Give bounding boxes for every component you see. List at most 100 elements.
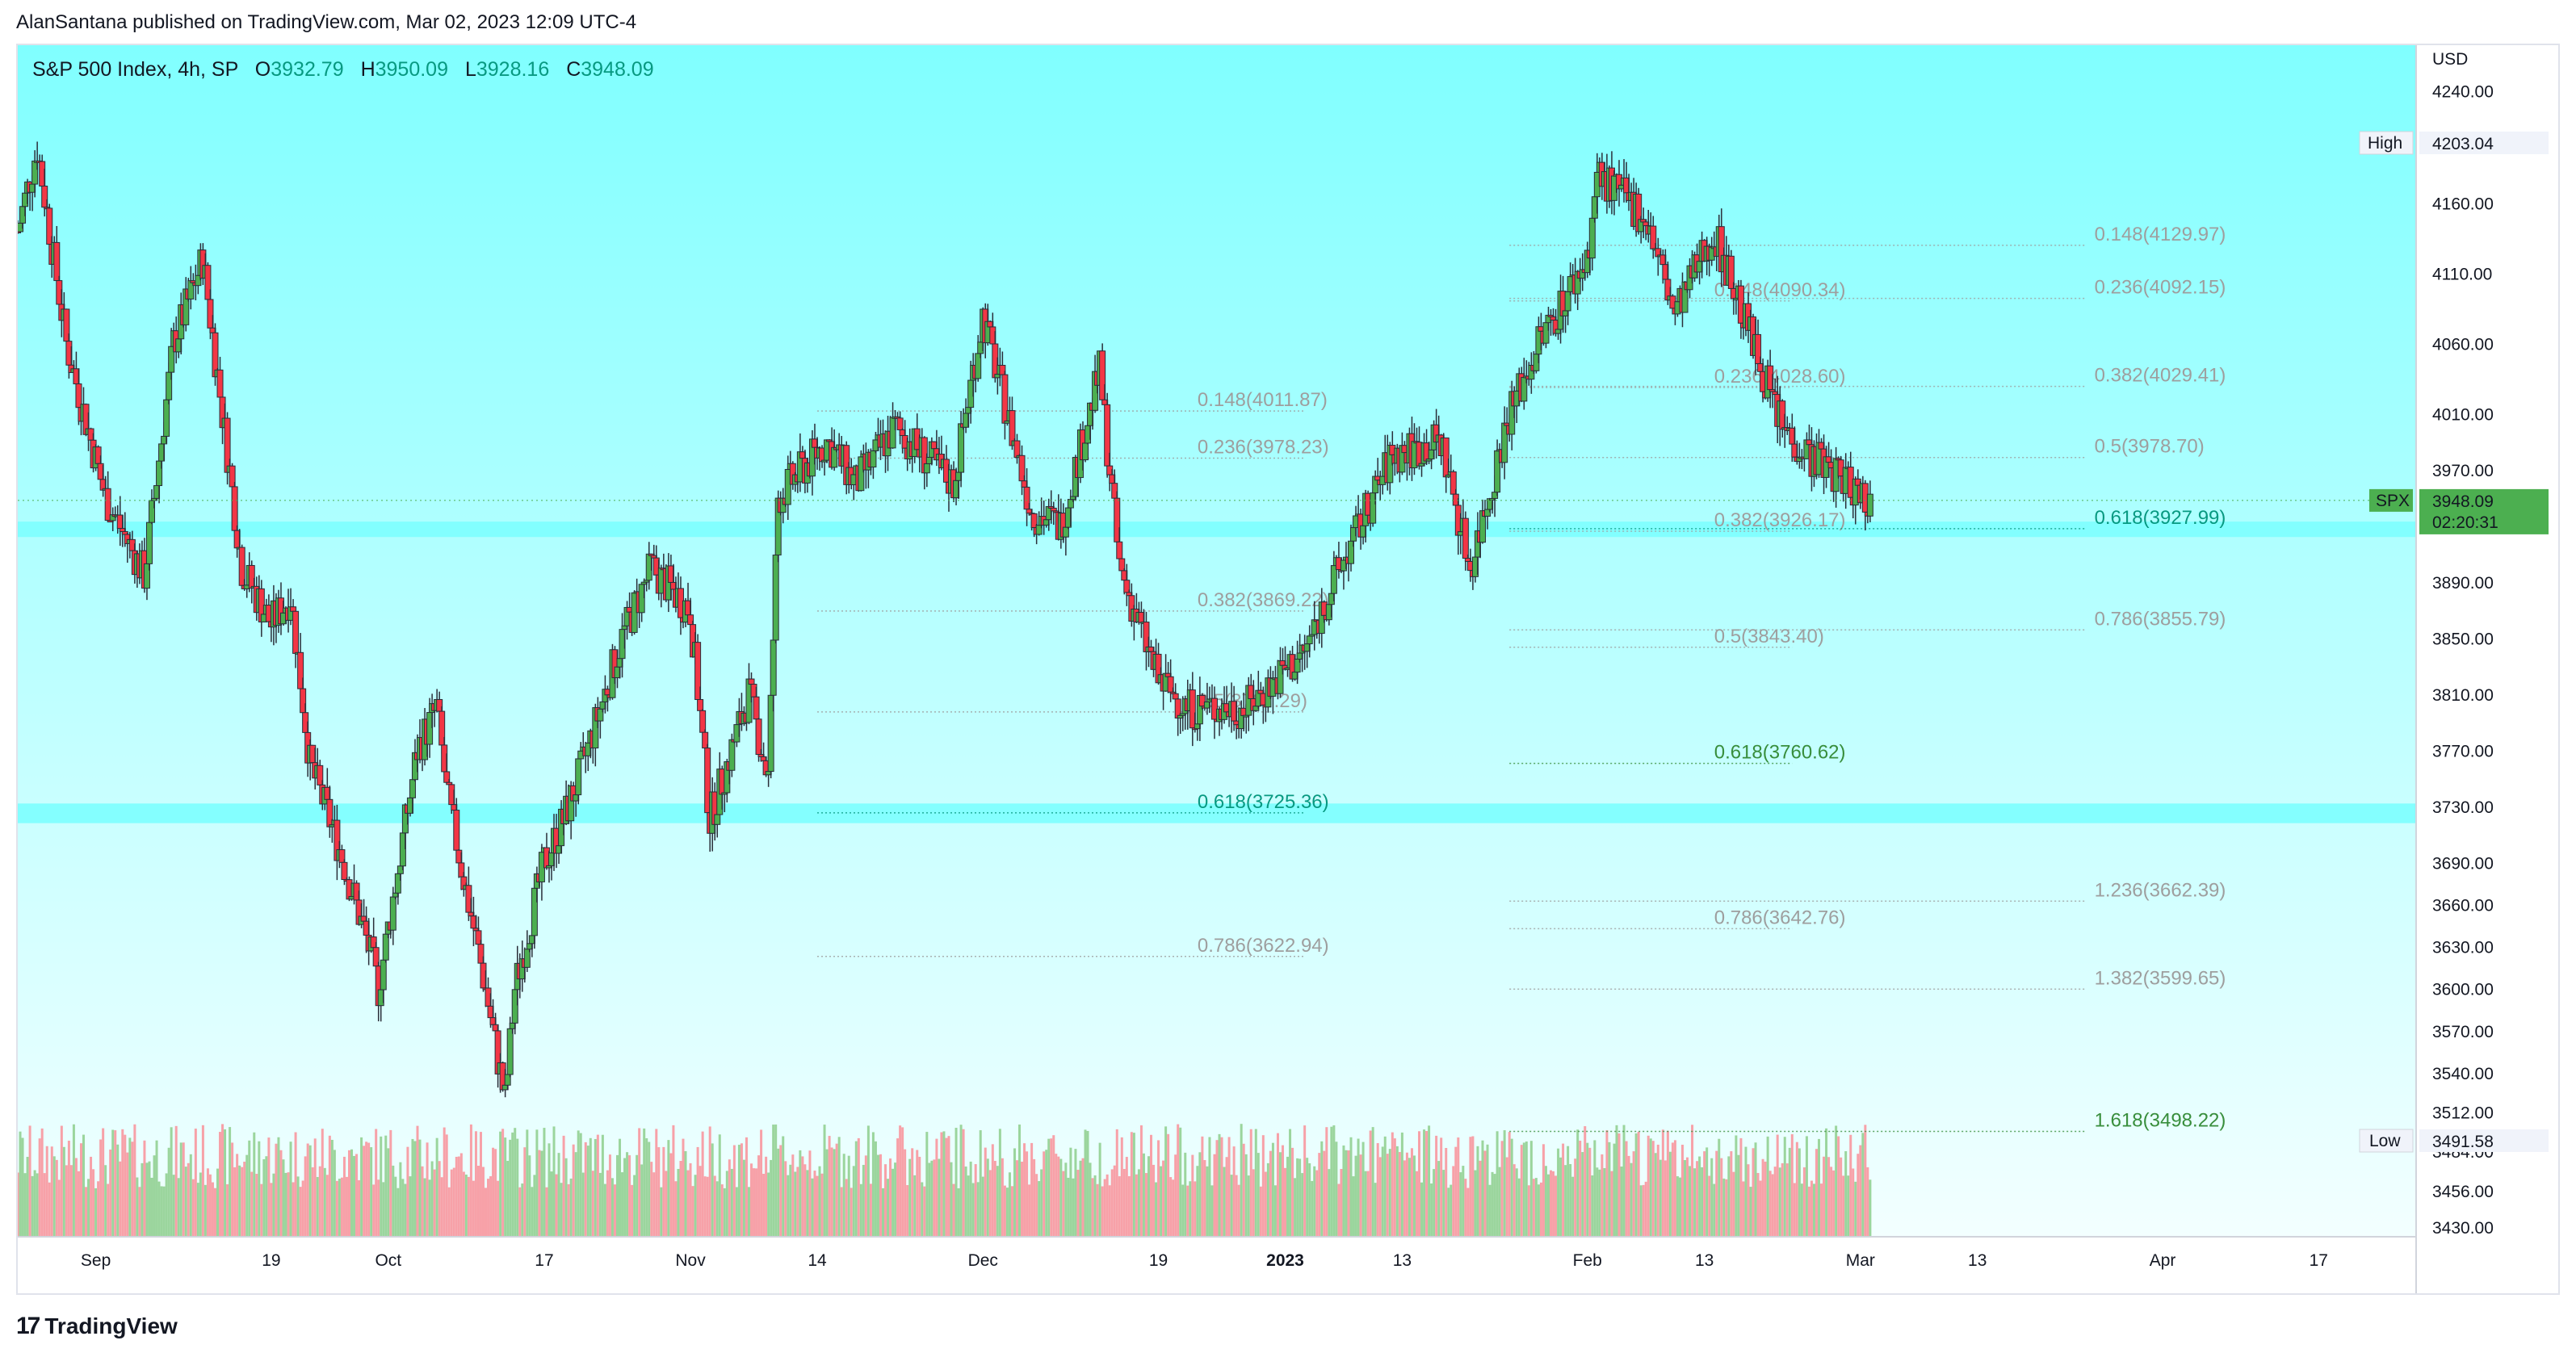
volume-bar — [1615, 1125, 1618, 1237]
x-tick-label: 19 — [1149, 1251, 1168, 1270]
volume-bar — [1847, 1175, 1850, 1237]
volume-bar — [1837, 1136, 1840, 1237]
volume-bar — [725, 1171, 728, 1237]
upper-zone — [18, 522, 2416, 538]
volume-bar — [474, 1131, 477, 1237]
volume-bar — [1196, 1166, 1199, 1237]
volume-bar — [1671, 1142, 1674, 1237]
volume-bar — [728, 1159, 731, 1237]
volume-bar — [1654, 1153, 1657, 1237]
volume-bar — [1591, 1175, 1594, 1237]
volume-bar — [711, 1143, 714, 1237]
volume-bar — [1132, 1133, 1135, 1237]
volume-bar — [950, 1162, 953, 1237]
volume-bar — [1579, 1140, 1582, 1237]
volume-bar — [501, 1129, 505, 1237]
fib-level-label: 0.618(3927.99) — [2095, 507, 2226, 529]
price-chart[interactable]: 0.148(4011.87) 0.236(3978.23) 0.382(3869.2… — [18, 45, 2558, 1293]
volume-bar — [572, 1144, 575, 1237]
volume-bar — [1291, 1147, 1294, 1237]
volume-bar — [1744, 1146, 1747, 1237]
volume-bar — [1045, 1150, 1048, 1237]
volume-bar — [377, 1179, 380, 1237]
volume-bar — [859, 1183, 862, 1237]
volume-bar — [1194, 1181, 1197, 1237]
volume-bar — [1201, 1136, 1204, 1237]
volume-bar — [762, 1173, 766, 1237]
volume-bar — [187, 1162, 190, 1237]
volume-bar — [392, 1165, 395, 1237]
volume-bar — [1278, 1152, 1282, 1237]
volume-bar — [655, 1129, 658, 1237]
volume-bar — [1493, 1174, 1496, 1237]
fib-level-label: 0.148(4011.87) — [1198, 389, 1328, 411]
volume-bar — [308, 1145, 312, 1237]
volume-bar — [531, 1187, 534, 1237]
volume-bar — [1361, 1141, 1365, 1237]
volume-bar — [1564, 1165, 1567, 1237]
volume-bar — [652, 1172, 656, 1237]
volume-bar — [557, 1153, 560, 1237]
volume-bar — [328, 1135, 331, 1237]
volume-bar — [174, 1125, 178, 1237]
volume-bar — [1605, 1130, 1609, 1237]
volume-bar — [857, 1137, 860, 1237]
volume-bar — [543, 1128, 546, 1237]
volume-bar — [358, 1180, 361, 1237]
volume-bar — [1571, 1176, 1575, 1237]
candle-body — [770, 639, 777, 696]
volume-bar — [899, 1125, 902, 1237]
volume-bar — [387, 1148, 390, 1237]
open-value: 3932.79 — [271, 58, 344, 81]
fib-level-label: 1.618(3498.22) — [2095, 1109, 2226, 1131]
volume-bar — [1257, 1153, 1260, 1237]
volume-bar — [1115, 1129, 1118, 1237]
volume-bar — [1315, 1170, 1319, 1237]
volume-bar — [1713, 1183, 1716, 1237]
volume-bar — [1705, 1147, 1709, 1237]
volume-bar — [131, 1141, 134, 1237]
volume-bar — [830, 1147, 833, 1237]
chart-frame[interactable]: 0.148(4011.87) 0.236(3978.23) 0.382(3869.2… — [16, 44, 2560, 1295]
volume-bar — [333, 1150, 336, 1237]
volume-bar — [1318, 1153, 1321, 1237]
volume-bar — [718, 1134, 721, 1237]
volume-bar — [370, 1147, 373, 1237]
volume-bar — [1474, 1170, 1477, 1237]
candle-body — [1306, 635, 1313, 645]
y-tick-label: 3660.00 — [2432, 896, 2494, 915]
volume-bar — [489, 1176, 493, 1237]
volume-bar — [99, 1139, 103, 1237]
volume-bar — [1634, 1133, 1638, 1237]
volume-bar — [69, 1165, 73, 1237]
volume-bar — [170, 1127, 173, 1237]
volume-bar — [1378, 1157, 1382, 1237]
volume-bar — [816, 1175, 819, 1237]
bar-countdown: 02:20:31 — [2432, 513, 2498, 532]
volume-bar — [981, 1176, 984, 1237]
volume-bar — [772, 1125, 775, 1237]
volume-bar — [1771, 1174, 1774, 1237]
volume-bar — [277, 1137, 280, 1237]
volume-bar — [1289, 1129, 1292, 1237]
volume-bar — [1812, 1183, 1815, 1237]
volume-bar — [1661, 1129, 1664, 1237]
volume-bar — [1408, 1158, 1411, 1237]
volume-bar — [535, 1129, 539, 1237]
volume-bar — [1608, 1141, 1611, 1237]
volume-bar — [640, 1164, 644, 1237]
volume-bar — [628, 1155, 631, 1237]
tradingview-brand[interactable]: 17 TradingView — [16, 1313, 178, 1340]
candle-body — [958, 423, 965, 473]
volume-bar — [770, 1159, 773, 1237]
volume-bar — [229, 1127, 232, 1237]
volume-bar — [1596, 1167, 1599, 1237]
volume-bar — [1252, 1169, 1255, 1237]
volume-bar — [1340, 1169, 1343, 1237]
volume-bar — [221, 1124, 224, 1237]
volume-bar — [1371, 1127, 1374, 1237]
volume-bar — [1452, 1166, 1455, 1237]
candle-body — [145, 522, 153, 564]
volume-bar — [114, 1130, 117, 1237]
volume-bar — [282, 1159, 285, 1237]
